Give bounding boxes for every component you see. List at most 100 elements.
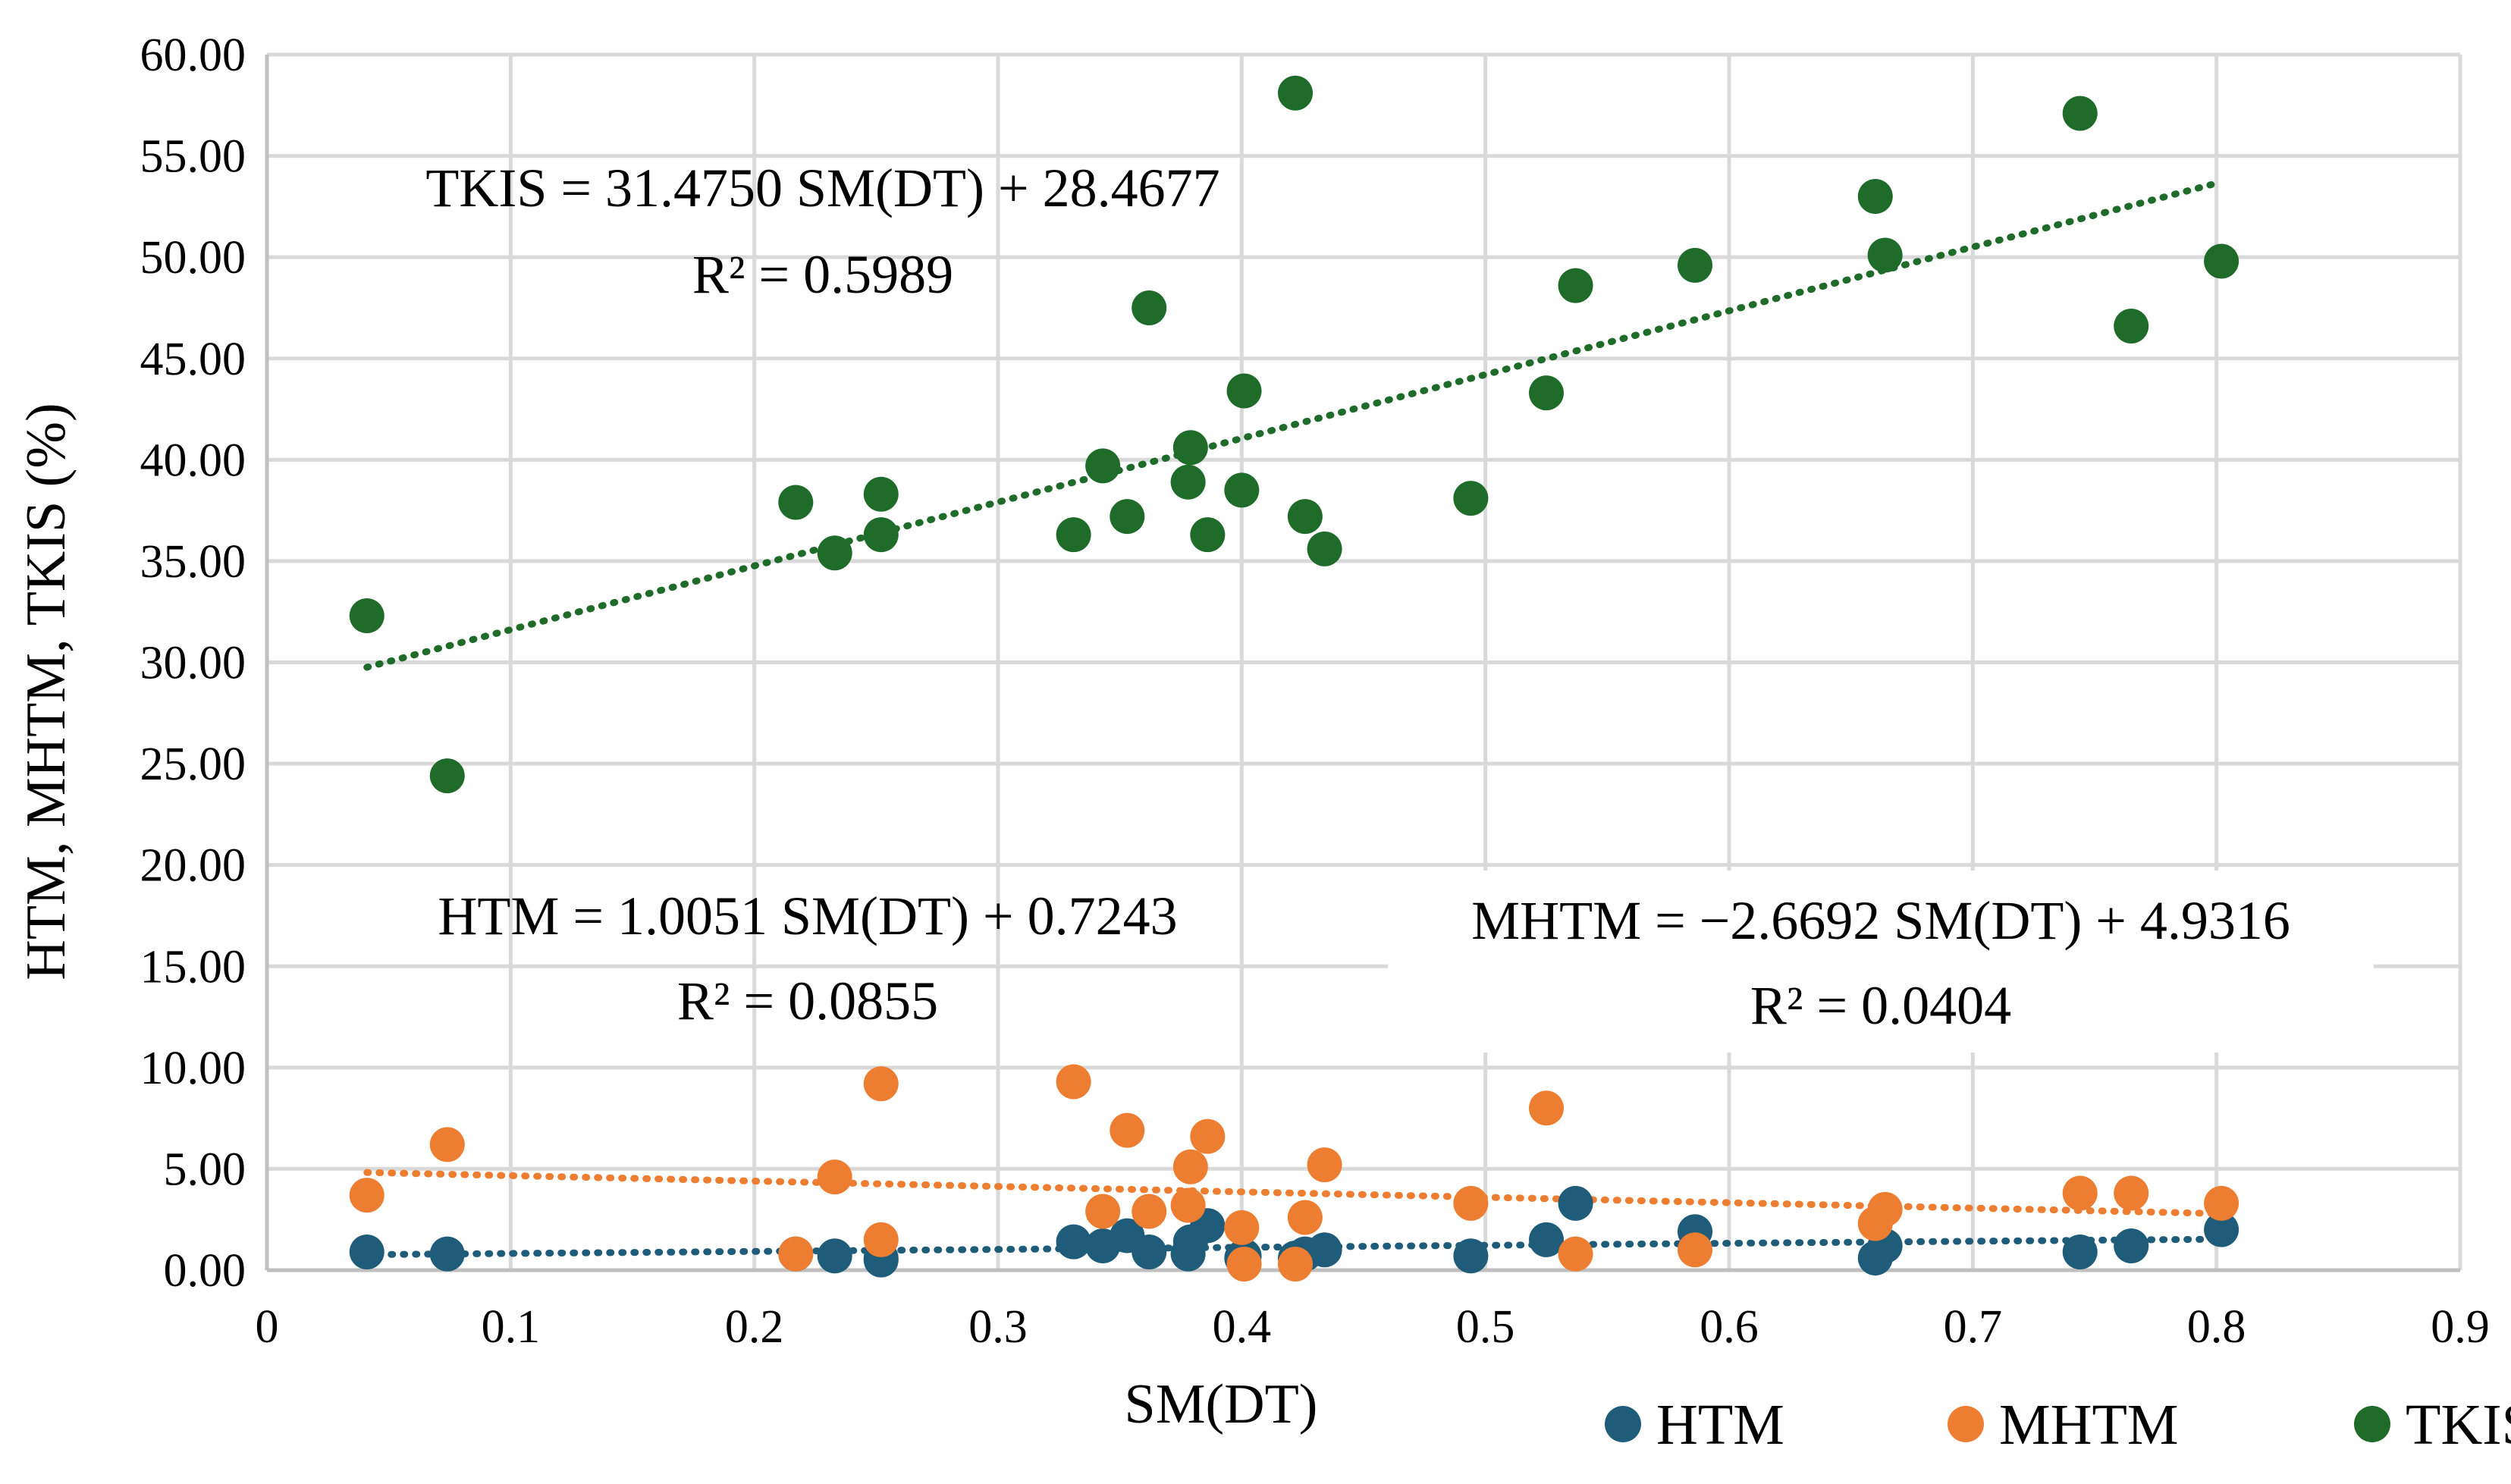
point-tkis [863,476,899,512]
point-htm [2062,1234,2098,1269]
x-tick-label: 0.5 [1456,1301,1515,1353]
mhtm-equation-box [1388,871,2374,1053]
point-mhtm [1190,1118,1226,1154]
series-tkis [349,75,2239,794]
point-mhtm [2062,1175,2098,1211]
x-tick-label: 0.6 [1700,1301,1759,1353]
point-tkis [1287,499,1323,535]
y-tick-label: 0.00 [164,1245,246,1297]
point-mhtm [2114,1175,2149,1211]
point-mhtm [1224,1209,1260,1245]
equation-annotations: TKIS = 31.4750 SM(DT) + 28.4677 R² = 0.5… [425,158,2374,1053]
point-tkis [429,758,465,794]
point-tkis [778,485,814,520]
point-tkis [1453,481,1489,516]
mhtm-equation-label: MHTM = −2.6692 SM(DT) + 4.9316 [1471,890,2290,951]
y-tick-label: 50.00 [140,232,246,284]
point-mhtm [863,1222,899,1257]
trendline-htm [363,1235,2225,1259]
point-tkis [1678,247,1713,283]
y-axis-title: HTM, MHTM, TKIS (%) [15,403,77,980]
point-tkis [1224,472,1260,508]
y-tick-label: 30.00 [140,638,246,689]
mhtm-r2-label: R² = 0.0404 [1750,975,2011,1036]
y-tick-label: 40.00 [140,435,246,486]
trendline-mhtm [363,1169,2225,1217]
x-tick-label: 0.4 [1213,1301,1272,1353]
point-mhtm [1110,1112,1145,1148]
point-tkis [1056,517,1091,553]
point-mhtm [429,1127,465,1162]
point-mhtm [1132,1194,1167,1229]
legend-item-mhtm: MHTM [1948,1393,2178,1457]
point-mhtm [1453,1185,1489,1221]
point-mhtm [1056,1064,1091,1100]
point-htm [429,1236,465,1272]
point-htm [1307,1232,1342,1268]
point-mhtm [817,1159,852,1195]
y-tick-label: 60.00 [140,30,246,81]
series-mhtm [349,1064,2239,1282]
point-htm [1453,1238,1489,1274]
legend-label-mhtm: MHTM [1999,1393,2178,1457]
point-tkis [817,535,852,571]
y-tick-label: 10.00 [140,1043,246,1094]
y-tick-label: 35.00 [140,536,246,588]
gridlines [265,52,2462,1272]
point-htm [2204,1212,2239,1247]
point-mhtm [1278,1246,1314,1282]
y-tick-label: 55.00 [140,131,246,183]
point-tkis [1857,179,1893,215]
point-tkis [2062,96,2098,131]
legend-label-htm: HTM [1656,1393,1784,1457]
x-tick-label: 0 [256,1301,279,1353]
point-htm [2114,1228,2149,1263]
y-tick-label: 15.00 [140,941,246,993]
point-tkis [2114,309,2149,344]
tick-labels: 0.00 5.00 10.00 15.00 20.00 25.00 30.00 35.00 40… [140,30,2490,1353]
point-mhtm [1867,1191,1903,1227]
point-mhtm [349,1178,384,1213]
x-tick-label: 0.2 [725,1301,784,1353]
tkis-equation-label: TKIS = 31.4750 SM(DT) + 28.4677 [425,158,1219,218]
point-tkis [1558,268,1593,303]
legend-marker-mhtm [1948,1406,1984,1442]
y-tick-label: 45.00 [140,334,246,385]
point-mhtm [1307,1147,1342,1183]
point-tkis [2204,243,2239,279]
point-tkis [349,598,384,634]
point-tkis [1278,75,1314,111]
htm-equation-label: HTM = 1.0051 SM(DT) + 0.7243 [438,886,1177,946]
x-tick-label: 0.1 [482,1301,541,1353]
point-tkis [1132,290,1167,325]
htm-r2-label: R² = 0.0855 [677,971,938,1031]
point-tkis [863,517,899,553]
axes [265,55,2460,1272]
point-htm [1529,1222,1564,1257]
trendlines [363,178,2225,1259]
x-tick-label: 0.9 [2431,1301,2490,1353]
point-mhtm [863,1066,899,1102]
legend-marker-tkis [2354,1406,2390,1442]
point-mhtm [1287,1200,1323,1235]
point-htm [817,1238,852,1274]
trendline-tkis [363,178,2225,671]
point-tkis [1110,499,1145,535]
point-tkis [1085,448,1121,484]
legend-marker-htm [1605,1406,1641,1442]
legend-label-tkis: TKIS [2406,1393,2511,1457]
point-tkis [1190,517,1226,553]
point-htm [349,1234,384,1269]
y-tick-label: 20.00 [140,840,246,892]
point-tkis [1867,237,1903,273]
point-mhtm [778,1236,814,1272]
point-mhtm [1678,1232,1713,1268]
point-mhtm [1529,1090,1564,1126]
point-mhtm [1085,1194,1121,1229]
data-points [349,75,2239,1282]
point-htm [1056,1224,1091,1260]
point-htm [1558,1185,1593,1221]
point-mhtm [1558,1236,1593,1272]
point-htm [1132,1234,1167,1269]
